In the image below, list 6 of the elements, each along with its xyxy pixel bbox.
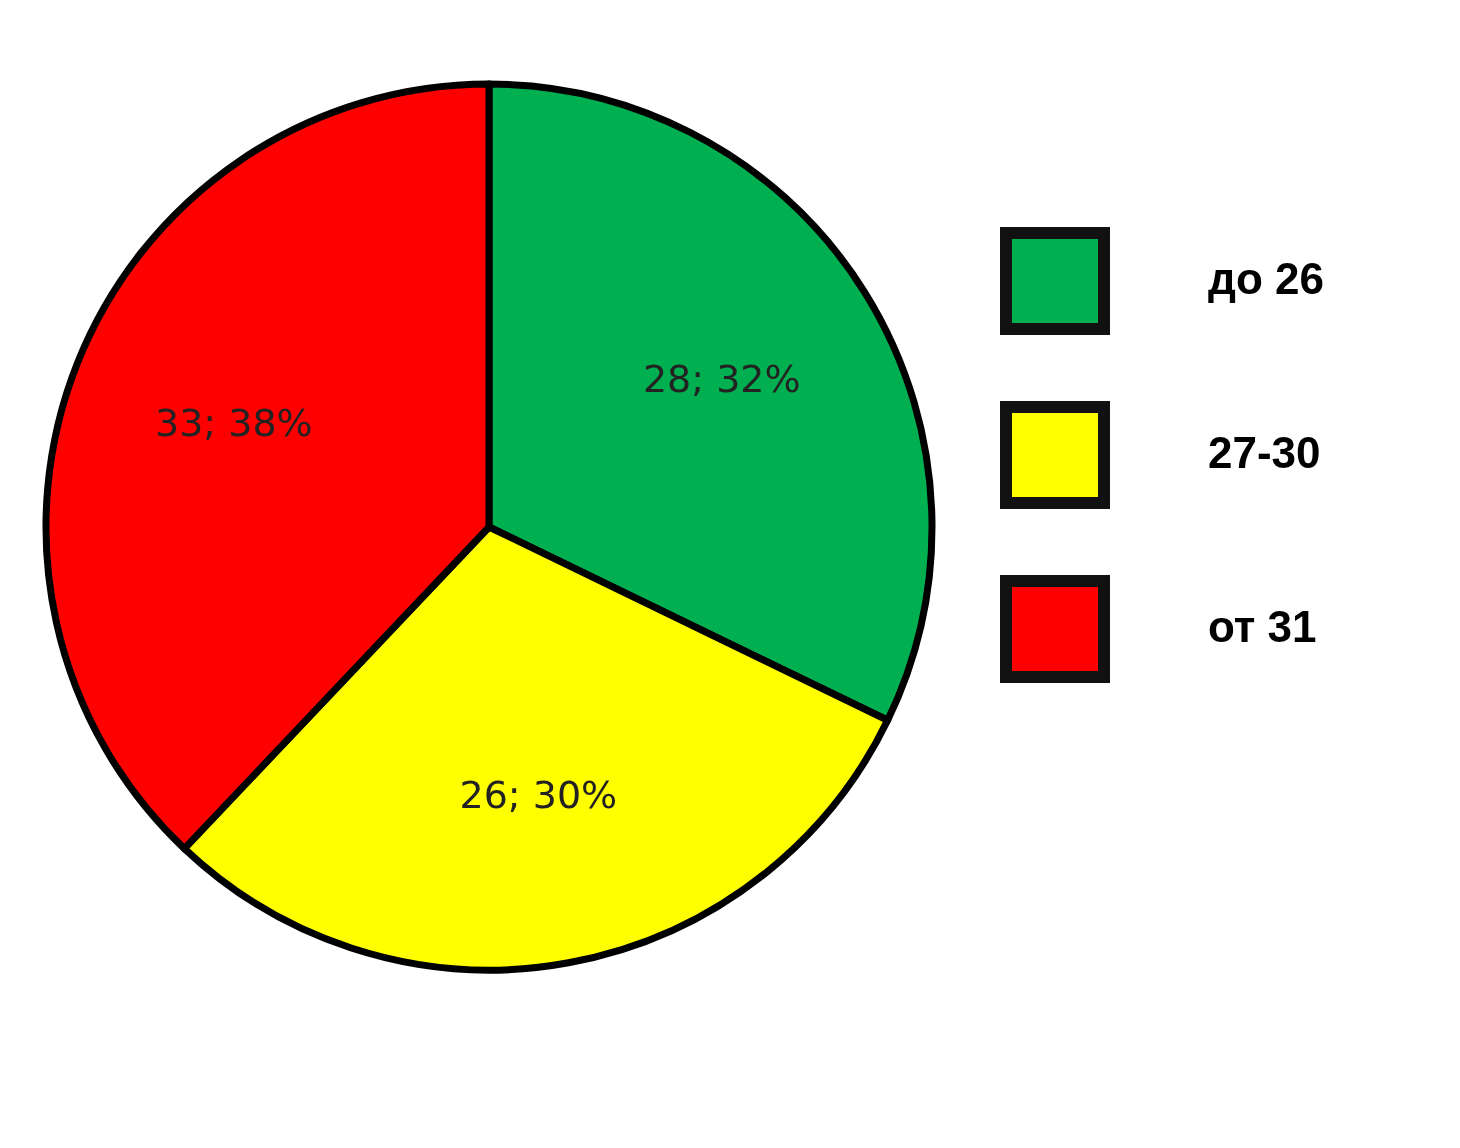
legend-label: от 31 [1208,601,1317,651]
data-label: 28; 32% [642,356,801,401]
legend-label: 27-30 [1208,427,1321,477]
legend-label: до 26 [1208,253,1324,303]
data-label: 26; 30% [459,772,618,817]
data-label: 33; 38% [155,400,313,445]
